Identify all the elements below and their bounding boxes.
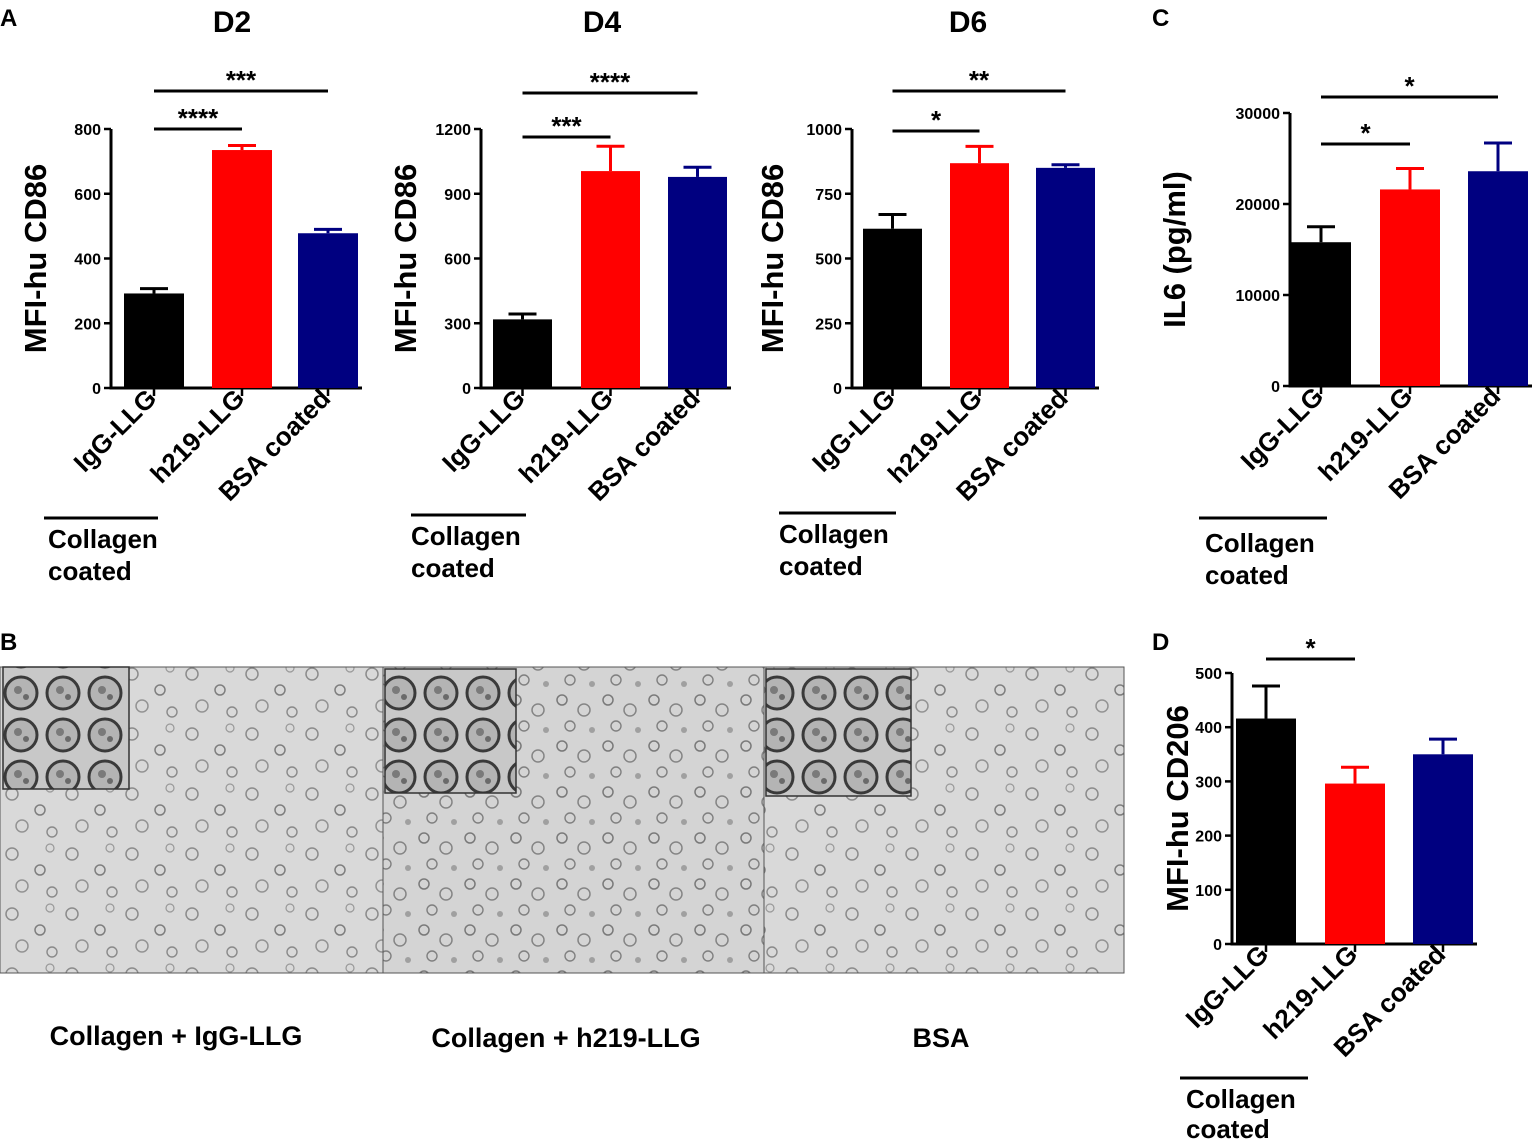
bar-igg-llg bbox=[1236, 718, 1296, 944]
y-tick-label: 0 bbox=[1213, 937, 1222, 954]
y-axis-label: MFI-hu CD86 bbox=[388, 164, 423, 353]
y-tick-label: 0 bbox=[1271, 379, 1280, 396]
bar-igg-llg bbox=[124, 293, 184, 388]
y-tick-label: 0 bbox=[92, 381, 101, 398]
bar-bsa-coated bbox=[1468, 171, 1528, 386]
group-label: coated bbox=[779, 551, 863, 581]
significance-label: * bbox=[1360, 118, 1371, 148]
y-tick-label: 900 bbox=[444, 187, 471, 204]
y-axis-label: MFI-hu CD86 bbox=[755, 164, 790, 353]
y-tick-label: 400 bbox=[74, 252, 101, 269]
y-tick-label: 0 bbox=[833, 381, 842, 398]
significance-label: **** bbox=[590, 67, 631, 97]
bar-bsa-coated bbox=[668, 176, 727, 388]
y-tick-label: 200 bbox=[74, 316, 101, 333]
y-tick-label: 500 bbox=[815, 252, 842, 269]
y-tick-label: 20000 bbox=[1236, 197, 1281, 214]
y-axis-label: MFI-hu CD86 bbox=[18, 164, 53, 353]
group-label: coated bbox=[1205, 560, 1289, 590]
micrograph-inset-collagen-h219 bbox=[384, 668, 517, 794]
y-tick-label: 1000 bbox=[806, 122, 842, 139]
panel-letter-a: A bbox=[0, 5, 17, 32]
chart-4: IL6 (pg/ml)0100002000030000IgG-LLGh219-L… bbox=[1157, 71, 1532, 590]
significance-label: * bbox=[1404, 71, 1415, 101]
bar-bsa-coated bbox=[1036, 167, 1095, 388]
y-tick-label: 400 bbox=[1195, 720, 1222, 737]
bar-bsa-coated bbox=[1413, 754, 1473, 944]
micrograph-inset-bsa bbox=[765, 668, 912, 797]
bar-igg-llg bbox=[863, 228, 922, 388]
y-axis-label: MFI-hu CD206 bbox=[1160, 705, 1195, 912]
chart-title: D2 bbox=[213, 6, 251, 39]
bar-h219-llg bbox=[581, 171, 640, 388]
y-tick-label: 250 bbox=[815, 316, 842, 333]
panel-letter-d: D bbox=[1152, 629, 1169, 656]
group-label: coated bbox=[411, 553, 495, 583]
bar-h219-llg bbox=[1325, 783, 1385, 944]
y-tick-label: 750 bbox=[815, 187, 842, 204]
significance-label: **** bbox=[178, 103, 219, 133]
y-tick-label: 500 bbox=[1195, 666, 1222, 683]
group-label: Collagen bbox=[1205, 528, 1315, 558]
y-tick-label: 30000 bbox=[1236, 106, 1281, 123]
y-tick-label: 200 bbox=[1195, 829, 1222, 846]
significance-label: * bbox=[1305, 633, 1316, 663]
y-tick-label: 300 bbox=[1195, 774, 1222, 791]
panel-letter-b: B bbox=[0, 629, 17, 656]
y-tick-label: 800 bbox=[74, 122, 101, 139]
y-tick-label: 1200 bbox=[435, 122, 471, 139]
y-tick-label: 300 bbox=[444, 316, 471, 333]
y-tick-label: 600 bbox=[74, 187, 101, 204]
group-label: Collagen bbox=[1186, 1084, 1296, 1114]
category-label: IgG-LLG bbox=[1235, 381, 1330, 476]
micrograph-inset-collagen-igg bbox=[2, 666, 130, 790]
group-label: Collagen bbox=[48, 524, 158, 554]
significance-label: * bbox=[931, 105, 942, 135]
group-label: coated bbox=[48, 556, 132, 586]
bar-h219-llg bbox=[950, 163, 1009, 388]
y-tick-label: 0 bbox=[462, 381, 471, 398]
y-tick-label: 10000 bbox=[1236, 288, 1281, 305]
group-label: Collagen bbox=[779, 519, 889, 549]
y-axis-label: IL6 (pg/ml) bbox=[1157, 171, 1192, 328]
bar-h219-llg bbox=[212, 150, 272, 388]
significance-label: ** bbox=[969, 65, 990, 95]
micrograph-panel: Collagen + IgG-LLG Collagen + h219-LLG B… bbox=[0, 666, 1125, 1053]
y-tick-label: 600 bbox=[444, 252, 471, 269]
panel-letter-c: C bbox=[1152, 5, 1169, 32]
category-label: IgG-LLG bbox=[1180, 939, 1275, 1034]
y-tick-label: 100 bbox=[1195, 883, 1222, 900]
chart-5: MFI-hu CD2060100200300400500IgG-LLGh219-… bbox=[1160, 633, 1477, 1142]
bar-h219-llg bbox=[1380, 189, 1440, 386]
chart-title: D6 bbox=[949, 6, 987, 39]
micrograph-caption-3: BSA bbox=[912, 1023, 969, 1053]
significance-label: *** bbox=[226, 65, 257, 95]
micrograph-caption-1: Collagen + IgG-LLG bbox=[50, 1021, 303, 1051]
significance-label: *** bbox=[551, 111, 582, 141]
group-label: Collagen bbox=[411, 521, 521, 551]
bar-bsa-coated bbox=[298, 233, 358, 388]
group-label: coated bbox=[1186, 1114, 1270, 1142]
micrograph-caption-2: Collagen + h219-LLG bbox=[431, 1023, 700, 1053]
bar-igg-llg bbox=[493, 319, 552, 388]
chart-title: D4 bbox=[583, 6, 622, 39]
bar-igg-llg bbox=[1291, 242, 1351, 386]
